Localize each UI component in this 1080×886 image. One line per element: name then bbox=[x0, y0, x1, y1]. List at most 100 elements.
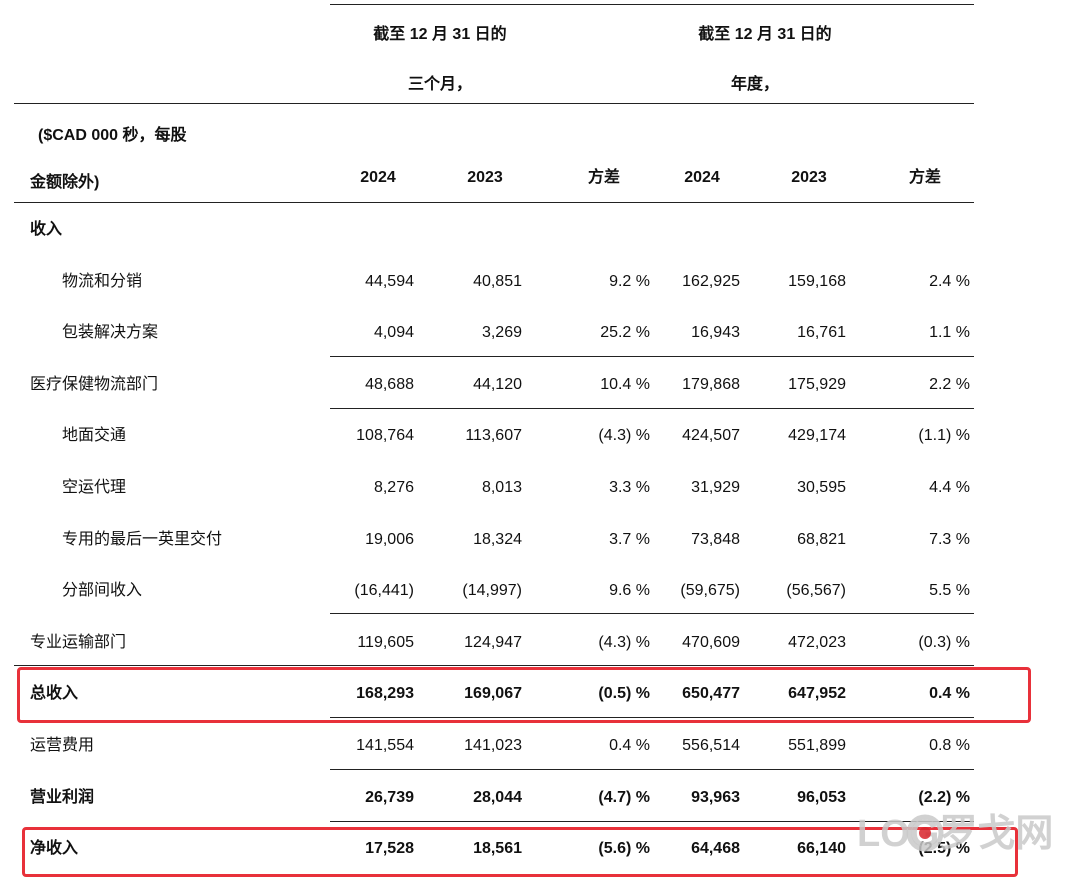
cell-variance-year: (0.3) % bbox=[918, 633, 970, 651]
cell-variance-quarter: 25.2 % bbox=[600, 324, 650, 342]
cell-2023-year: 30,595 bbox=[797, 479, 846, 496]
watermark-target-icon bbox=[906, 814, 944, 852]
row-label: 包装解决方案 bbox=[62, 324, 159, 342]
row-label: 医疗保健物流部门 bbox=[30, 375, 159, 393]
cell-variance-year: 5.5 % bbox=[929, 582, 970, 600]
table-row: 运营费用 141,554 141,023 0.4 % 556,514 551,899 0.8… bbox=[0, 720, 1080, 771]
cell-2023-year: (56,567) bbox=[786, 582, 846, 600]
cell-2024-quarter: 119,605 bbox=[357, 633, 414, 651]
table-row: 专业运输部门 119,605 124,947 (4.3) % 470,609 472,02… bbox=[0, 617, 1080, 668]
cell-variance-quarter: 10.4 % bbox=[600, 375, 650, 393]
cell-2023-quarter: 3,269 bbox=[481, 324, 522, 342]
subtotal-rule-transport bbox=[330, 408, 974, 409]
log-watermark-logo: LOG罗戈网 bbox=[857, 813, 1053, 855]
cell-variance-year: (1.1) % bbox=[918, 427, 970, 445]
cell-2023-year: 175,929 bbox=[788, 375, 846, 393]
cell-variance-quarter: 3.7 % bbox=[609, 530, 650, 548]
cell-2024-year: 179,868 bbox=[682, 375, 740, 393]
cell-2024-year: 650,477 bbox=[682, 685, 740, 703]
cell-2023-year: 551,899 bbox=[788, 737, 846, 754]
cell-2024-quarter: 141,554 bbox=[356, 737, 414, 754]
cell-2024-quarter: 26,739 bbox=[365, 788, 414, 806]
cell-variance-quarter: 0.4 % bbox=[609, 737, 650, 754]
cell-2023-year: 68,821 bbox=[797, 530, 846, 548]
cell-variance-quarter: (4.7) % bbox=[598, 788, 650, 806]
cell-variance-quarter: (4.3) % bbox=[598, 427, 650, 445]
cell-2024-year: 162,925 bbox=[682, 272, 740, 290]
net-income-highlight-box bbox=[22, 827, 1018, 877]
col-header-2023-year: 2023 bbox=[791, 169, 827, 186]
cell-2024-quarter: 19,006 bbox=[365, 530, 414, 548]
cell-2023-year: 647,952 bbox=[788, 685, 846, 703]
cell-2024-year: 424,507 bbox=[682, 427, 740, 445]
cell-2024-quarter: 8,276 bbox=[373, 479, 414, 496]
table-row: 地面交通 108,764 113,607 (4.3) % 424,507 429,174 (… bbox=[0, 410, 1080, 461]
table-row: 空运代理 8,276 8,013 3.3 % 31,929 30,595 4.4 % bbox=[0, 462, 1080, 513]
cell-2023-quarter bbox=[432, 204, 522, 255]
row-label: 地面交通 bbox=[62, 427, 127, 445]
cell-variance-year: 1.1 % bbox=[929, 324, 970, 342]
cell-2024-quarter: 108,764 bbox=[356, 427, 414, 445]
row-label: 分部间收入 bbox=[62, 582, 143, 600]
cell-2024-year bbox=[660, 204, 740, 255]
table-row: 收入 bbox=[0, 204, 1080, 255]
cell-2024-year: 556,514 bbox=[682, 737, 740, 754]
cell-2024-year: 64,468 bbox=[691, 840, 740, 858]
cell-2023-year: 96,053 bbox=[797, 788, 846, 806]
cell-variance-quarter: (5.6) % bbox=[598, 840, 650, 858]
cell-variance-year: 7.3 % bbox=[929, 530, 970, 548]
col-header-2024-year: 2024 bbox=[684, 169, 720, 186]
cell-2024-quarter: 17,528 bbox=[365, 840, 414, 858]
cell-2024-quarter: 4,094 bbox=[373, 324, 414, 342]
cell-variance-quarter: 3.3 % bbox=[609, 479, 650, 496]
cell-variance-year: 4.4 % bbox=[929, 479, 970, 496]
cell-2024-quarter: (16,441) bbox=[354, 582, 414, 600]
table-row: 分部间收入 (16,441) (14,997) 9.6 % (59,675) (56,56… bbox=[0, 565, 1080, 616]
group-header-year-line2: 年度， bbox=[730, 76, 779, 93]
cell-2023-year: 16,761 bbox=[797, 324, 846, 342]
cell-2024-quarter bbox=[326, 204, 414, 255]
cell-2023-year bbox=[760, 204, 846, 255]
cell-2024-year: 93,963 bbox=[691, 788, 740, 806]
unit-label-line1: ($CAD 000 秒，每股 bbox=[38, 127, 187, 144]
cell-2023-quarter: 40,851 bbox=[473, 272, 522, 290]
cell-2023-year: 429,174 bbox=[788, 427, 846, 445]
cell-2024-year: 16,943 bbox=[691, 324, 740, 342]
row-label: 净收入 bbox=[30, 840, 79, 858]
watermark-text: LOG罗戈网 bbox=[857, 813, 1053, 855]
cell-variance-quarter: (0.5) % bbox=[598, 685, 650, 703]
cell-2023-year: 66,140 bbox=[797, 840, 846, 858]
group-header-quarter-line1: 截至 12 月 31 日的 bbox=[373, 26, 507, 43]
row-label: 营业利润 bbox=[30, 788, 95, 806]
subtotal-rule-intersegment bbox=[330, 613, 974, 614]
table-row: 总收入 168,293 169,067 (0.5) % 650,477 647,952 0.… bbox=[0, 668, 1080, 719]
cell-2023-quarter: 124,947 bbox=[464, 633, 522, 651]
total-revenue-highlight-box bbox=[17, 667, 1031, 723]
cell-2023-year: 159,168 bbox=[788, 272, 846, 290]
cell-2023-quarter: 169,067 bbox=[464, 685, 522, 703]
cell-2023-quarter: 44,120 bbox=[473, 375, 522, 393]
row-label: 专业运输部门 bbox=[30, 633, 127, 651]
cell-2024-year: 31,929 bbox=[691, 479, 740, 496]
col-header-variance-year: 方差 bbox=[908, 169, 941, 186]
table-row: 包装解决方案 4,094 3,269 25.2 % 16,943 16,761 1.1 % bbox=[0, 307, 1080, 358]
cell-variance-year: 0.4 % bbox=[929, 685, 970, 703]
cell-2024-year: 470,609 bbox=[682, 633, 740, 651]
cell-2023-quarter: 18,324 bbox=[473, 530, 522, 548]
group-header-year-line1: 截至 12 月 31 日的 bbox=[698, 26, 832, 43]
table-row: 净收入 17,528 18,561 (5.6) % 64,468 66,140 (2.5) … bbox=[0, 823, 1080, 874]
subtotal-rule-healthcare bbox=[330, 356, 974, 357]
cell-2023-quarter: 141,023 bbox=[464, 737, 522, 754]
group-header-quarter-line2: 三个月， bbox=[407, 76, 472, 93]
cell-2024-quarter: 44,594 bbox=[365, 272, 414, 290]
cell-2024-year: 73,848 bbox=[691, 530, 740, 548]
cell-variance-year: 2.2 % bbox=[929, 375, 970, 393]
cell-variance-year: 2.4 % bbox=[929, 272, 970, 290]
cell-2023-quarter: 18,561 bbox=[473, 840, 522, 858]
cell-2023-year: 472,023 bbox=[788, 633, 846, 651]
operating-profit-top-rule bbox=[330, 769, 974, 770]
row-label: 专用的最后一英里交付 bbox=[62, 530, 223, 548]
cell-2024-quarter: 48,688 bbox=[365, 375, 414, 393]
col-header-2024-quarter: 2024 bbox=[360, 169, 396, 186]
